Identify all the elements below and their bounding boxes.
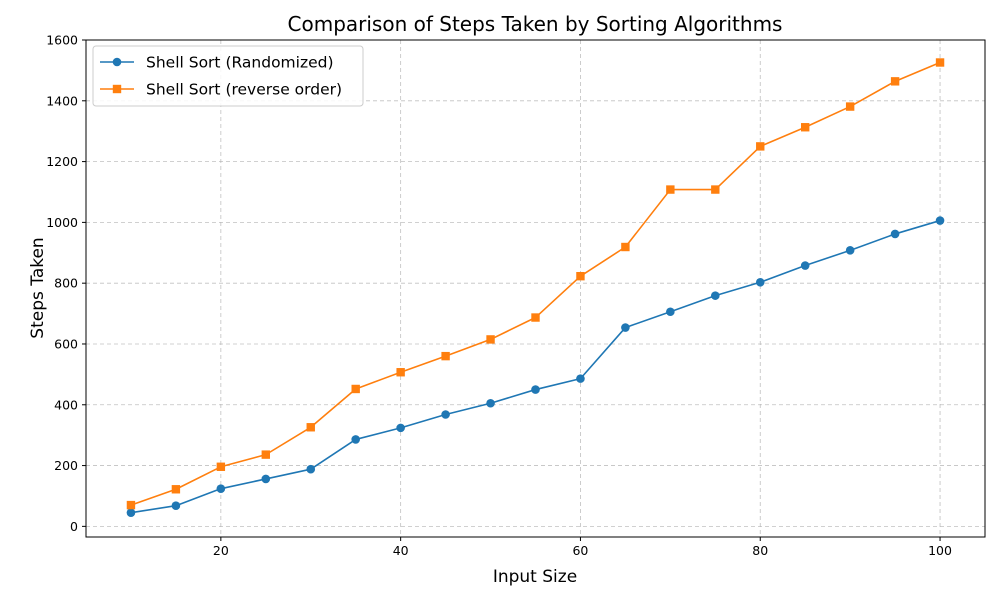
data-point	[261, 450, 270, 459]
series-2	[126, 58, 945, 510]
legend: Shell Sort (Randomized) Shell Sort (rever…	[92, 45, 364, 107]
data-point	[800, 261, 810, 270]
data-point	[711, 185, 720, 194]
grid	[86, 39, 985, 537]
y-tick-label: 1000	[46, 215, 78, 230]
data-point	[486, 398, 495, 408]
legend-item: Shell Sort (reverse order)	[100, 81, 342, 99]
data-point	[845, 102, 855, 111]
data-point	[755, 277, 765, 287]
data-point	[216, 462, 226, 471]
data-point	[351, 435, 361, 444]
y-tick-label: 1200	[46, 154, 78, 169]
x-axis-label: Input Size	[493, 567, 577, 587]
legend-marker	[112, 84, 122, 94]
legend-marker	[112, 57, 122, 67]
legend-label: Shell Sort (Randomized)	[146, 54, 334, 72]
series-layer	[126, 58, 945, 517]
data-point	[801, 123, 810, 132]
data-point	[306, 423, 315, 432]
y-tick-label: 600	[54, 336, 78, 351]
y-tick-label: 0	[70, 519, 78, 534]
x-tick-label: 80	[752, 543, 768, 558]
data-point	[711, 291, 720, 300]
x-tick-label: 40	[393, 543, 409, 558]
data-point	[935, 216, 945, 225]
data-point	[576, 374, 585, 383]
series-line	[130, 219, 941, 514]
data-point	[935, 58, 945, 67]
data-point	[486, 335, 495, 344]
data-point	[845, 246, 855, 255]
plot-frame	[85, 39, 986, 538]
data-point	[126, 500, 136, 510]
legend-item: Shell Sort (Randomized)	[100, 54, 334, 72]
legend-box	[92, 45, 364, 107]
data-point	[306, 464, 316, 474]
data-point	[666, 307, 675, 317]
y-tick-label: 200	[54, 458, 78, 473]
data-point	[171, 485, 181, 494]
series-line	[130, 61, 941, 506]
y-tick-label: 1600	[46, 33, 78, 48]
y-tick-label: 400	[54, 397, 78, 412]
data-point	[531, 313, 540, 322]
data-point	[666, 185, 675, 194]
x-tick-label: 20	[213, 543, 229, 558]
chart-title: Comparison of Steps Taken by Sorting Alg…	[288, 12, 783, 36]
data-point	[621, 323, 630, 332]
data-point	[126, 508, 136, 517]
data-point	[441, 410, 450, 419]
x-tick-label: 100	[928, 543, 952, 558]
data-point	[890, 77, 900, 86]
y-axis-label: Steps Taken	[28, 237, 48, 338]
data-point	[621, 242, 630, 252]
data-point	[576, 271, 585, 281]
data-point	[396, 423, 405, 433]
data-point	[756, 142, 765, 151]
data-point	[531, 385, 540, 394]
axes	[85, 39, 986, 538]
data-point	[261, 474, 271, 484]
y-tick-label: 1400	[46, 93, 78, 108]
data-point	[171, 501, 181, 510]
legend-label: Shell Sort (reverse order)	[146, 81, 342, 99]
x-tick-label: 60	[572, 543, 588, 558]
data-point	[351, 384, 360, 394]
data-point	[216, 484, 226, 493]
data-point	[396, 368, 405, 377]
y-tick-label: 800	[54, 276, 78, 291]
data-point	[890, 229, 900, 239]
data-point	[441, 351, 450, 361]
series-1	[126, 216, 945, 517]
